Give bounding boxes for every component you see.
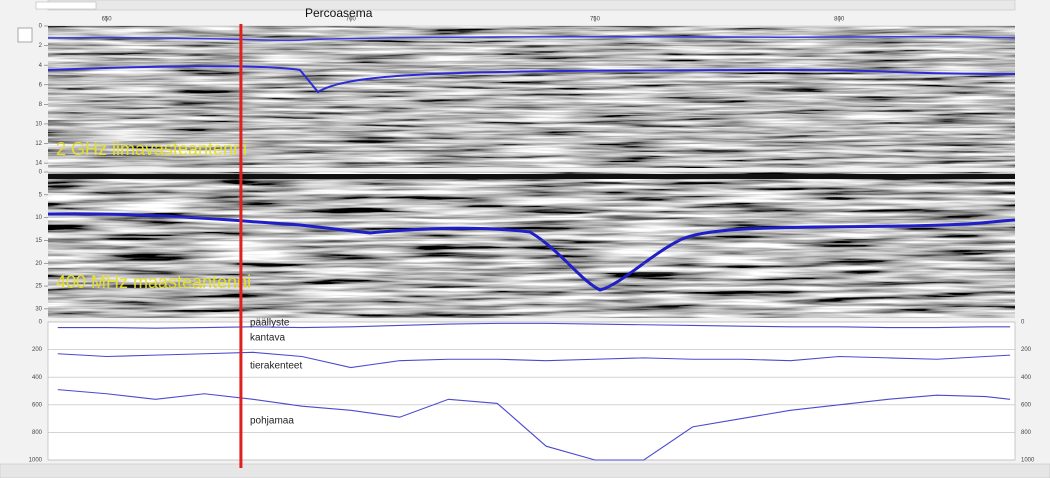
y-tick-label: 0 xyxy=(39,170,43,176)
y-tick-label: 12 xyxy=(35,141,42,147)
y-tick-label: 600 xyxy=(1021,402,1032,408)
panel-label: 400 MHz maasteantenni xyxy=(56,272,251,292)
zoom-button[interactable] xyxy=(17,27,33,43)
pick-400mhz xyxy=(47,212,1016,292)
y-tick-label: 5 xyxy=(39,192,43,198)
panel-label: 2 GHz ilmavasteantenni xyxy=(56,139,247,159)
layer-label: päällyste xyxy=(250,318,290,329)
y-tick-label: 1000 xyxy=(1021,458,1035,464)
y-tick-label: 0 xyxy=(39,320,43,326)
radargram-2ghz xyxy=(48,26,1015,168)
x-tick-label: 700 xyxy=(346,17,357,23)
layer-label: pohjamaa xyxy=(250,416,294,427)
y-tick-label: 1000 xyxy=(29,458,43,464)
y-tick-label: 10 xyxy=(35,215,42,221)
layer-label: kantava xyxy=(250,333,285,344)
y-tick-label: 600 xyxy=(32,402,43,408)
annotation-label: Percoasema xyxy=(305,6,373,20)
file-tab[interactable] xyxy=(35,1,97,10)
y-tick-label: 200 xyxy=(1021,347,1032,353)
direct-wave xyxy=(48,174,1015,179)
layer-label: tierakenteet xyxy=(250,361,302,372)
y-tick-label: 14 xyxy=(35,161,42,167)
y-tick-label: 800 xyxy=(32,430,43,436)
y-tick-label: 2 xyxy=(39,43,43,49)
y-tick-label: 6 xyxy=(39,82,43,88)
radargram-400mhz xyxy=(48,172,1015,318)
top-ruler xyxy=(47,0,1016,11)
x-tick-label: 750 xyxy=(590,17,601,23)
x-tick-label: 800 xyxy=(834,17,845,23)
y-tick-label: 15 xyxy=(35,238,42,244)
y-tick-label: 400 xyxy=(1021,375,1032,381)
x-tick-label: 650 xyxy=(102,17,113,23)
pick-layer xyxy=(47,65,1016,94)
y-tick-label: 400 xyxy=(32,375,43,381)
layer-boundary xyxy=(57,351,1011,369)
layer-panel xyxy=(47,321,1016,461)
status-bar xyxy=(0,463,1050,478)
y-tick-label: 20 xyxy=(35,261,42,267)
y-tick-label: 200 xyxy=(32,347,43,353)
y-tick-label: 0 xyxy=(1021,320,1025,326)
y-tick-label: 8 xyxy=(39,102,43,108)
y-tick-label: 25 xyxy=(35,284,42,290)
layer-boundary xyxy=(57,322,1011,329)
pick-surface xyxy=(47,35,1016,42)
layer-boundary xyxy=(57,389,1011,461)
y-tick-label: 4 xyxy=(39,63,43,69)
y-tick-label: 0 xyxy=(39,24,43,30)
y-tick-label: 10 xyxy=(35,122,42,128)
y-tick-label: 800 xyxy=(1021,430,1032,436)
y-tick-label: 30 xyxy=(35,306,42,312)
